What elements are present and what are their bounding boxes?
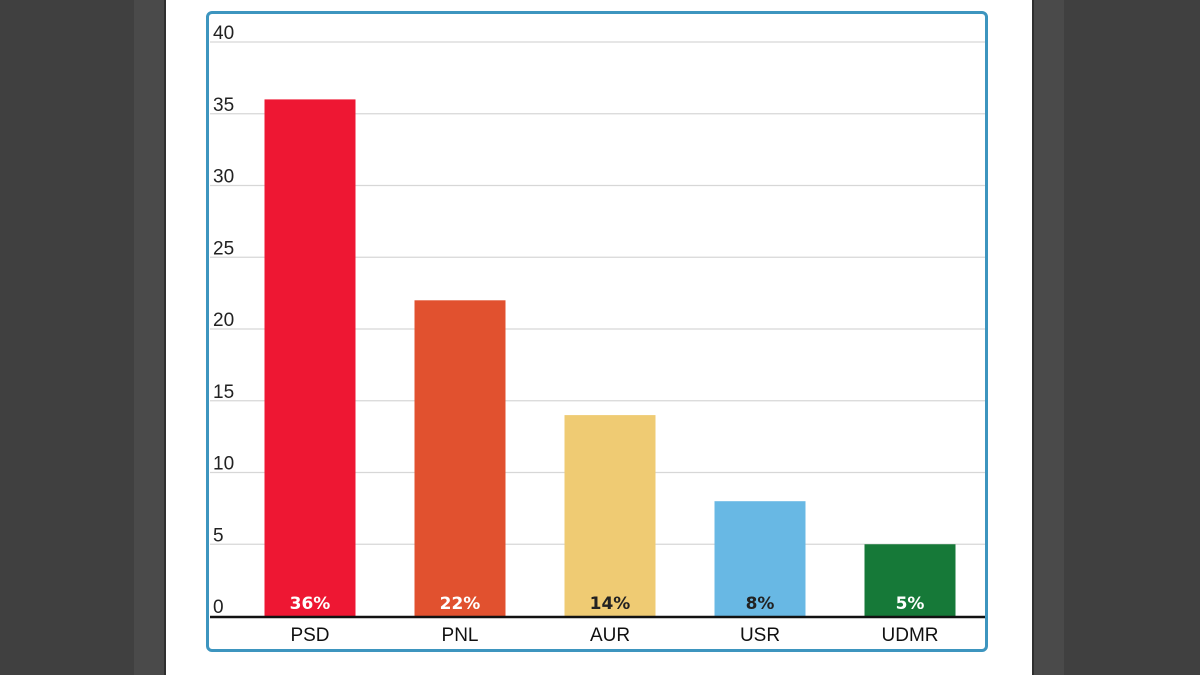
- left-background-panel: [0, 0, 134, 675]
- right-background-panel: [1064, 0, 1200, 675]
- bar-pnl: [414, 300, 506, 616]
- data-label-pnl: 22%: [440, 594, 481, 614]
- left-scrollbar-track: [134, 0, 164, 675]
- bar-psd: [264, 99, 356, 616]
- y-tick-label: 20: [213, 310, 234, 331]
- data-label-usr: 8%: [746, 594, 775, 614]
- right-page-edge: [1032, 0, 1034, 675]
- data-label-psd: 36%: [290, 594, 331, 614]
- y-tick-label: 30: [213, 167, 234, 188]
- category-label-usr: USR: [740, 625, 780, 646]
- bar-aur: [564, 415, 656, 616]
- x-axis-categories: PSD PNL AUR USR UDMR: [290, 625, 938, 646]
- right-scrollbar-track: [1034, 0, 1064, 675]
- data-label-aur: 14%: [590, 594, 631, 614]
- category-label-udmr: UDMR: [882, 625, 939, 646]
- data-label-udmr: 5%: [896, 594, 925, 614]
- bar-udmr: [864, 544, 956, 616]
- category-label-aur: AUR: [590, 625, 630, 646]
- y-tick-label: 25: [213, 238, 234, 259]
- y-tick-label: 0: [213, 597, 224, 618]
- y-tick-label: 35: [213, 95, 234, 116]
- y-tick-label: 15: [213, 382, 234, 403]
- left-page-edge: [164, 0, 166, 675]
- y-axis-ticks: 0 5 10 15 20 25 30 35 40: [213, 23, 234, 618]
- y-tick-label: 40: [213, 23, 234, 44]
- bar-data-labels: 36% 22% 14% 8% 5%: [290, 594, 925, 614]
- category-label-psd: PSD: [290, 625, 329, 646]
- bars: [264, 99, 956, 616]
- category-label-pnl: PNL: [442, 625, 479, 646]
- bar-usr: [714, 501, 806, 616]
- y-tick-label: 5: [213, 525, 224, 546]
- y-tick-label: 10: [213, 454, 234, 475]
